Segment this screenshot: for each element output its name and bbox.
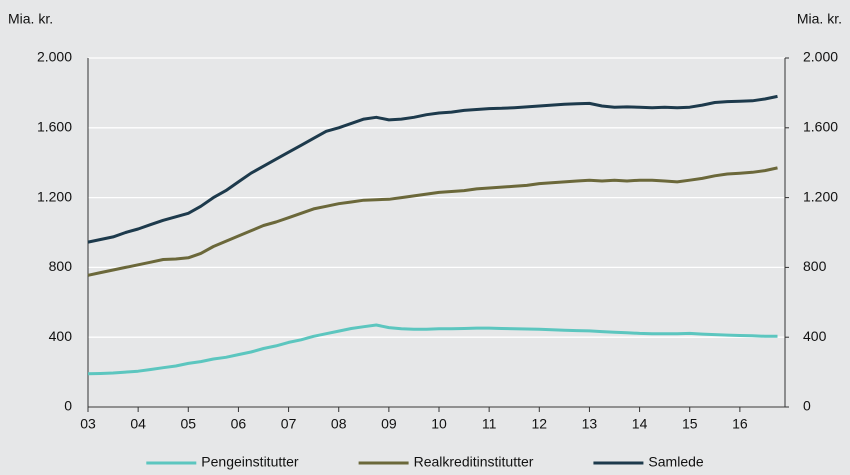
x-tick-label: 08: [331, 416, 347, 432]
y2-tick-label: 800: [803, 258, 827, 274]
y-tick-label: 1.600: [37, 119, 72, 135]
line-series: [87, 323, 778, 376]
legend-label: Realkreditinstitutter: [414, 454, 534, 470]
x-tick-label: 12: [532, 416, 548, 432]
y2-axis-label: Mia. kr.: [797, 11, 842, 27]
x-tick-label: 03: [80, 416, 96, 432]
y-tick-label: 800: [49, 258, 73, 274]
y-tick-label: 1.200: [37, 188, 72, 204]
y-tick-label: 400: [49, 328, 73, 344]
x-tick-label: 04: [130, 416, 146, 432]
x-tick-label: 10: [431, 416, 447, 432]
y2-tick-label: 0: [803, 398, 811, 414]
x-tick-label: 07: [281, 416, 297, 432]
y-axis-label: Mia. kr.: [8, 11, 53, 27]
x-tick-label: 11: [482, 416, 497, 432]
y2-tick-label: 1.600: [803, 119, 838, 135]
x-tick-label: 05: [180, 416, 196, 432]
x-tick-label: 16: [732, 416, 748, 432]
legend-label: Samlede: [648, 454, 703, 470]
x-tick-label: 14: [632, 416, 648, 432]
x-tick-label: 13: [582, 416, 598, 432]
y-tick-label: 2.000: [37, 49, 72, 65]
legend-label: Pengeinstitutter: [201, 454, 299, 470]
y2-tick-label: 2.000: [803, 49, 838, 65]
line-series: [87, 94, 778, 244]
x-tick-label: 06: [231, 416, 247, 432]
y2-tick-label: 400: [803, 328, 827, 344]
y-tick-label: 0: [64, 398, 72, 414]
y2-tick-label: 1.200: [803, 188, 838, 204]
line-series: [87, 166, 778, 277]
x-tick-label: 09: [381, 416, 397, 432]
x-tick-label: 15: [682, 416, 698, 432]
